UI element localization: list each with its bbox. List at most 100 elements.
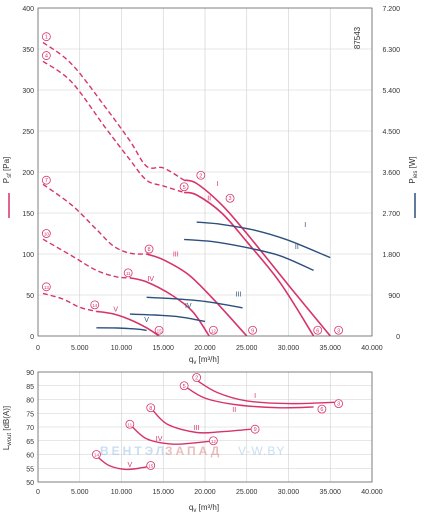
- top-marker-circle-10: [90, 300, 100, 310]
- top-y2tick-3: 2.700: [382, 211, 400, 218]
- bottom-ytick-7: 85: [26, 384, 34, 391]
- top-y2tick-6: 5.400: [382, 88, 400, 95]
- top-marker-text-2: 7: [45, 178, 48, 184]
- bottom-marker-circle-4: [92, 450, 101, 459]
- top-marker-text-9: 11: [126, 271, 131, 276]
- top-ytick-3: 150: [22, 211, 34, 218]
- bottom-marker-text-5: 3: [337, 402, 340, 408]
- top-curve-label-0: I: [217, 181, 219, 188]
- bottom-xtick-1: 5.000: [71, 489, 89, 496]
- top-marker-circle-4: [41, 282, 51, 292]
- bottom-xtick-5: 25.000: [236, 489, 258, 496]
- top-marker-circle-9: [123, 268, 133, 278]
- top-ylabel-main: P: [2, 178, 11, 183]
- bottom-ylabel-main: L: [2, 445, 11, 450]
- top-xtick-0: 0: [36, 345, 40, 352]
- sound-curve-V: [95, 455, 151, 471]
- pressure-dashed-V: [42, 292, 97, 313]
- bottom-marker-circle-5: [334, 399, 344, 409]
- bottom-xlabel-sub: v: [193, 508, 196, 514]
- bottom-plot-frame: [37, 371, 373, 483]
- bottom-xtick-2: 10.000: [111, 489, 133, 496]
- pressure-dashed-IV: [42, 238, 130, 279]
- bottom-ytick-0: 50: [26, 480, 34, 487]
- bottom-marker-circle-3: [125, 419, 135, 429]
- top-marker-text-8: 8: [148, 247, 151, 253]
- top-marker-circle-15: [154, 325, 164, 335]
- top-curve-label-6: II: [295, 244, 299, 251]
- bottom-ytick-3: 65: [26, 439, 34, 446]
- bottom-xtick-3: 15.000: [153, 489, 175, 496]
- bottom-xtick-4: 20.000: [194, 489, 216, 496]
- top-y2tick-8: 7.200: [382, 6, 400, 13]
- top-ytick-4: 200: [22, 170, 34, 177]
- bottom-ytick-5: 75: [26, 411, 34, 418]
- top-marker-text-5: 2: [199, 173, 202, 179]
- watermark-url: V-W.BY: [238, 444, 285, 458]
- power-curve-III: [146, 296, 243, 309]
- watermark-right: ЗАПАД: [165, 444, 222, 458]
- bottom-markers: 2 5 8 11 14 3 6 9 12 15: [92, 373, 344, 470]
- top-y2label: Pies [W]: [408, 156, 419, 183]
- top-marker-circle-12: [313, 325, 323, 335]
- bottom-marker-circle-8: [208, 436, 218, 446]
- top-y2label-sub: ies: [413, 171, 419, 179]
- top-xtick-4: 20.000: [194, 345, 216, 352]
- power-curve-IV: [129, 313, 206, 323]
- top-y2label-main: P: [408, 178, 417, 183]
- bottom-marker-text-1: 5: [183, 384, 186, 390]
- bottom-marker-text-2: 8: [149, 406, 152, 412]
- top-marker-circle-11: [334, 325, 344, 335]
- top-y2label-unit: [W]: [408, 156, 417, 170]
- bottom-curve-label-1: II: [232, 407, 236, 414]
- bottom-xtick-7: 35.000: [320, 489, 342, 496]
- top-axes: 05010015020025030035040009001.8002.7003.…: [22, 6, 400, 352]
- bottom-xtick-0: 0: [36, 489, 40, 496]
- top-marker-circle-3: [41, 229, 51, 238]
- top-xtick-1: 5.000: [71, 345, 89, 352]
- top-xtick-2: 10.000: [111, 345, 133, 352]
- watermark: ВЕНТЭЛ ЗАПАД V-W.BY: [100, 444, 285, 458]
- power-curve-II: [184, 238, 314, 272]
- bottom-ytick-6: 80: [26, 398, 34, 405]
- pressure-dashed-II: [42, 60, 185, 194]
- top-marker-circle-7: [225, 193, 235, 203]
- pressure-curve-III: [146, 253, 248, 337]
- top-marker-circle-14: [208, 325, 218, 335]
- top-y2tick-4: 3.600: [382, 170, 400, 177]
- top-xlabel-main: q: [189, 355, 193, 364]
- bottom-ylabel: Lwout [dB(A)]: [2, 406, 13, 450]
- top-marker-text-10: 14: [92, 303, 98, 308]
- top-marker-circle-5: [196, 170, 206, 180]
- bottom-marker-text-6: 6: [320, 407, 323, 413]
- bottom-marker-circle-0: [192, 373, 202, 382]
- top-xtick-6: 30.000: [278, 345, 300, 352]
- bottom-xtick-8: 40.000: [361, 489, 383, 496]
- chart-code-label: 87543: [353, 26, 362, 49]
- bottom-marker-circle-7: [250, 424, 260, 434]
- bottom-curve-label-3: IV: [156, 436, 163, 443]
- bottom-marker-circle-6: [317, 404, 327, 414]
- top-ytick-6: 300: [22, 88, 34, 95]
- top-y2tick-7: 6.300: [382, 47, 400, 54]
- pressure-curve-I: [183, 179, 331, 337]
- bottom-curve-label-4: V: [128, 462, 133, 469]
- bottom-ytick-2: 60: [26, 453, 34, 460]
- top-marker-circle-2: [41, 175, 51, 185]
- top-curve-label-8: IV: [185, 303, 192, 310]
- bottom-ytick-8: 90: [26, 370, 34, 377]
- pressure-dashed-I: [42, 41, 185, 181]
- bottom-ylabel-unit: [dB(A)]: [2, 406, 11, 433]
- top-marker-circle-8: [144, 244, 154, 254]
- top-curve-label-5: I: [304, 222, 306, 229]
- top-xlabel-unit: [m³/h]: [196, 355, 219, 364]
- bottom-xlabel-unit: [m³/h]: [196, 503, 219, 512]
- bottom-marker-text-4: 14: [94, 453, 100, 458]
- top-marker-text-1: 4: [45, 54, 48, 60]
- top-xlabel-sub: v: [193, 360, 196, 366]
